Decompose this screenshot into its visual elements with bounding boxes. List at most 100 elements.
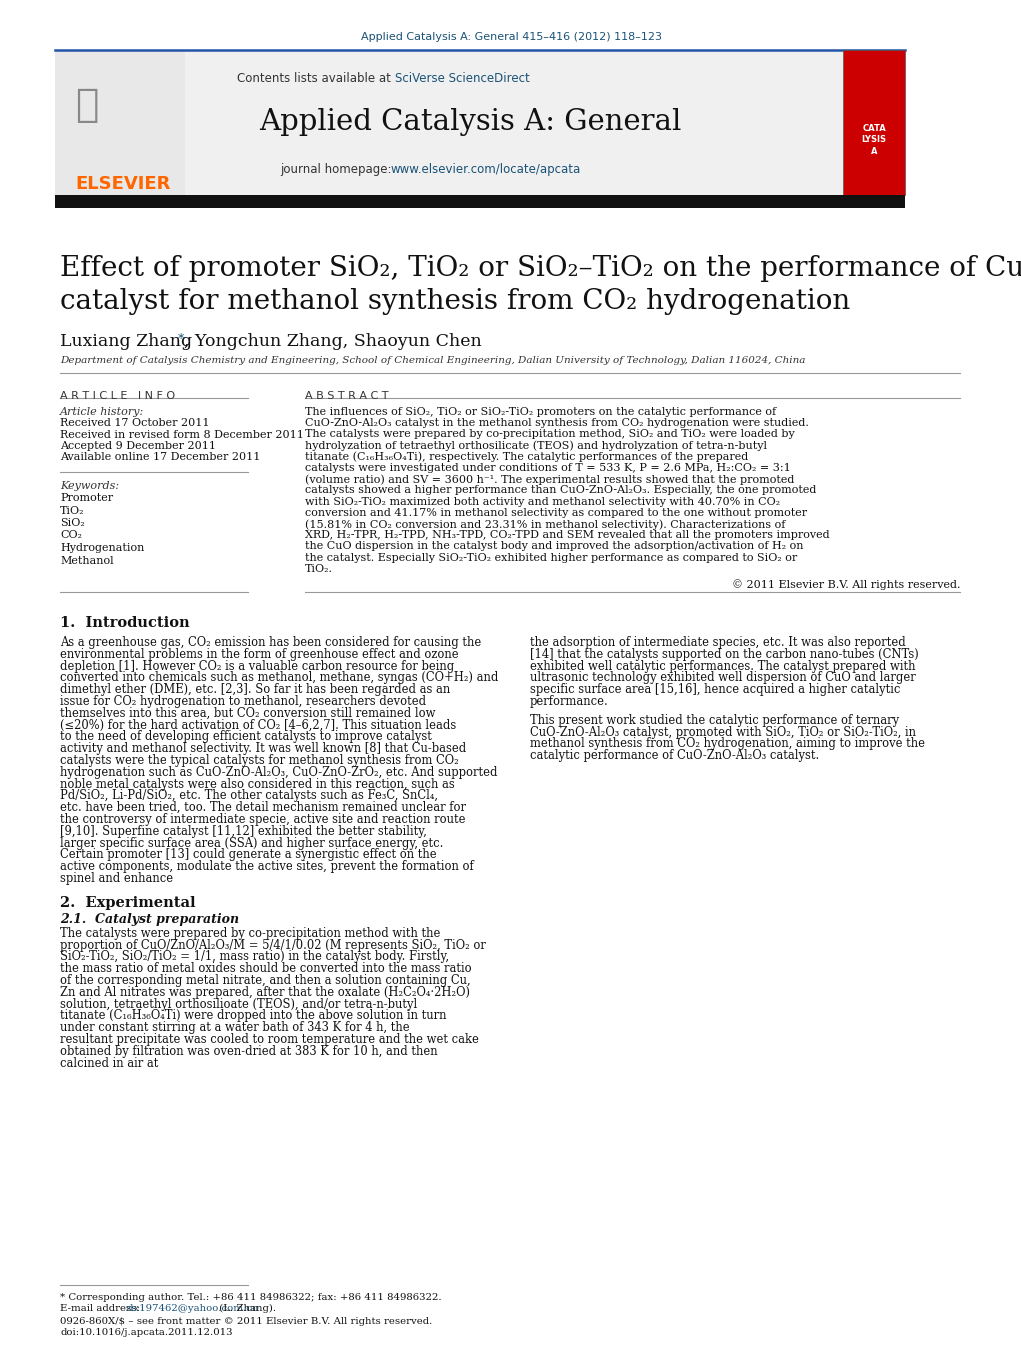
- Text: Promoter: Promoter: [60, 493, 113, 503]
- Text: Pd/SiO₂, Li-Pd/SiO₂, etc. The other catalysts such as Fe₃C, SnCl₄,: Pd/SiO₂, Li-Pd/SiO₂, etc. The other cata…: [60, 789, 438, 802]
- Bar: [55, 50, 185, 195]
- Text: (≤20%) for the hard activation of CO₂ [4–6,2,7]. This situation leads: (≤20%) for the hard activation of CO₂ [4…: [60, 719, 456, 732]
- Text: Applied Catalysis A: General: Applied Catalysis A: General: [258, 108, 681, 136]
- Text: Certain promoter [13] could generate a synergistic effect on the: Certain promoter [13] could generate a s…: [60, 848, 437, 862]
- Bar: [55, 50, 843, 195]
- Text: The catalysts were prepared by co-precipitation method with the: The catalysts were prepared by co-precip…: [60, 927, 440, 940]
- Text: CO₂: CO₂: [60, 531, 82, 540]
- Text: SciVerse ScienceDirect: SciVerse ScienceDirect: [395, 72, 530, 85]
- Text: [14] that the catalysts supported on the carbon nano-tubes (CNTs): [14] that the catalysts supported on the…: [530, 647, 919, 661]
- Text: Department of Catalysis Chemistry and Engineering, School of Chemical Engineerin: Department of Catalysis Chemistry and En…: [60, 357, 806, 365]
- Text: solution, tetraethyl orthosilioate (TEOS), and/or tetra-n-butyl: solution, tetraethyl orthosilioate (TEOS…: [60, 997, 418, 1011]
- Text: the adsorption of intermediate species, etc. It was also reported: the adsorption of intermediate species, …: [530, 636, 906, 648]
- Text: noble metal catalysts were also considered in this reaction, such as: noble metal catalysts were also consider…: [60, 778, 454, 790]
- Text: activity and methanol selectivity. It was well known [8] that Cu-based: activity and methanol selectivity. It wa…: [60, 742, 467, 755]
- Text: This present work studied the catalytic performance of ternary: This present work studied the catalytic …: [530, 713, 900, 727]
- Text: exhibited well catalytic performances. The catalyst prepared with: exhibited well catalytic performances. T…: [530, 659, 916, 673]
- Text: 0926-860X/$ – see front matter © 2011 Elsevier B.V. All rights reserved.: 0926-860X/$ – see front matter © 2011 El…: [60, 1317, 432, 1325]
- Text: The influences of SiO₂, TiO₂ or SiO₂-TiO₂ promoters on the catalytic performance: The influences of SiO₂, TiO₂ or SiO₂-TiO…: [305, 407, 776, 417]
- Text: As a greenhouse gas, CO₂ emission has been considered for causing the: As a greenhouse gas, CO₂ emission has be…: [60, 636, 481, 648]
- Text: (volume ratio) and SV = 3600 h⁻¹. The experimental results showed that the promo: (volume ratio) and SV = 3600 h⁻¹. The ex…: [305, 474, 794, 485]
- Text: (15.81% in CO₂ conversion and 23.31% in methanol selectivity). Characterizations: (15.81% in CO₂ conversion and 23.31% in …: [305, 519, 785, 530]
- Text: depletion [1]. However CO₂ is a valuable carbon resource for being: depletion [1]. However CO₂ is a valuable…: [60, 659, 454, 673]
- Text: www.elsevier.com/locate/apcata: www.elsevier.com/locate/apcata: [390, 163, 580, 176]
- Text: * Corresponding author. Tel.: +86 411 84986322; fax: +86 411 84986322.: * Corresponding author. Tel.: +86 411 84…: [60, 1293, 442, 1302]
- Text: TiO₂: TiO₂: [60, 505, 85, 516]
- Text: converted into chemicals such as methanol, methane, syngas (CO+H₂) and: converted into chemicals such as methano…: [60, 671, 498, 685]
- Text: dimethyl ether (DME), etc. [2,3]. So far it has been regarded as an: dimethyl ether (DME), etc. [2,3]. So far…: [60, 684, 450, 696]
- Text: A B S T R A C T: A B S T R A C T: [305, 390, 389, 401]
- Text: 2.1.  Catalyst preparation: 2.1. Catalyst preparation: [60, 913, 239, 925]
- Text: CuO-ZnO-Al₂O₃ catalyst in the methanol synthesis from CO₂ hydrogenation were stu: CuO-ZnO-Al₂O₃ catalyst in the methanol s…: [305, 419, 809, 428]
- Text: Hydrogenation: Hydrogenation: [60, 543, 144, 553]
- Text: the controversy of intermediate specie, active site and reaction route: the controversy of intermediate specie, …: [60, 813, 466, 825]
- Text: Zn and Al nitrates was prepared, after that the oxalate (H₂C₂O₄·2H₂O): Zn and Al nitrates was prepared, after t…: [60, 986, 470, 998]
- Text: hydrolyzation of tetraethyl orthosilicate (TEOS) and hydrolyzation of tetra-n-bu: hydrolyzation of tetraethyl orthosilicat…: [305, 440, 767, 451]
- Text: proportion of CuO/ZnO/Al₂O₃/M = 5/4/1/0.02 (M represents SiO₂, TiO₂ or: proportion of CuO/ZnO/Al₂O₃/M = 5/4/1/0.…: [60, 939, 486, 951]
- Text: CuO-ZnO-Al₂O₃ catalyst, promoted with SiO₂, TiO₂ or SiO₂-TiO₂, in: CuO-ZnO-Al₂O₃ catalyst, promoted with Si…: [530, 725, 916, 739]
- Text: to the need of developing efficient catalysts to improve catalyst: to the need of developing efficient cata…: [60, 731, 432, 743]
- Text: catalytic performance of CuO-ZnO-Al₂O₃ catalyst.: catalytic performance of CuO-ZnO-Al₂O₃ c…: [530, 750, 819, 762]
- Text: Accepted 9 December 2011: Accepted 9 December 2011: [60, 440, 216, 451]
- Text: Keywords:: Keywords:: [60, 481, 119, 490]
- Text: hydrogenation such as CuO-ZnO-Al₂O₃, CuO-ZnO-ZrO₂, etc. And supported: hydrogenation such as CuO-ZnO-Al₂O₃, CuO…: [60, 766, 497, 778]
- Text: XRD, H₂-TPR, H₂-TPD, NH₃-TPD, CO₂-TPD and SEM revealed that all the promoters im: XRD, H₂-TPR, H₂-TPD, NH₃-TPD, CO₂-TPD an…: [305, 530, 830, 540]
- Text: 1.  Introduction: 1. Introduction: [60, 616, 190, 630]
- Text: Luxiang Zhang: Luxiang Zhang: [60, 332, 192, 350]
- Text: SiO₂-TiO₂, SiO₂/TiO₂ = 1/1, mass ratio) in the catalyst body. Firstly,: SiO₂-TiO₂, SiO₂/TiO₂ = 1/1, mass ratio) …: [60, 950, 449, 963]
- Text: performance.: performance.: [530, 694, 609, 708]
- Text: etc. have been tried, too. The detail mechanism remained unclear for: etc. have been tried, too. The detail me…: [60, 801, 466, 815]
- Text: E-mail address:: E-mail address:: [60, 1304, 143, 1313]
- Text: spinel and enhance: spinel and enhance: [60, 871, 174, 885]
- Text: the CuO dispersion in the catalyst body and improved the adsorption/activation o: the CuO dispersion in the catalyst body …: [305, 542, 804, 551]
- Text: 2.  Experimental: 2. Experimental: [60, 896, 196, 909]
- Text: Applied Catalysis A: General 415–416 (2012) 118–123: Applied Catalysis A: General 415–416 (20…: [360, 32, 662, 42]
- Text: Article history:: Article history:: [60, 407, 144, 417]
- Bar: [55, 195, 905, 208]
- Text: Available online 17 December 2011: Available online 17 December 2011: [60, 453, 260, 462]
- Text: environmental problems in the form of greenhouse effect and ozone: environmental problems in the form of gr…: [60, 647, 458, 661]
- Text: ultrasonic technology exhibited well dispersion of CuO and larger: ultrasonic technology exhibited well dis…: [530, 671, 916, 685]
- Text: CATA
LYSIS
A: CATA LYSIS A: [862, 124, 886, 155]
- Text: SiO₂: SiO₂: [60, 517, 85, 528]
- Text: under constant stirring at a water bath of 343 K for 4 h, the: under constant stirring at a water bath …: [60, 1021, 409, 1035]
- Text: conversion and 41.17% in methanol selectivity as compared to the one without pro: conversion and 41.17% in methanol select…: [305, 508, 808, 517]
- Text: methanol synthesis from CO₂ hydrogenation, aiming to improve the: methanol synthesis from CO₂ hydrogenatio…: [530, 738, 925, 750]
- Text: Received in revised form 8 December 2011: Received in revised form 8 December 2011: [60, 430, 304, 439]
- Text: TiO₂.: TiO₂.: [305, 563, 333, 574]
- Text: calcined in air at: calcined in air at: [60, 1056, 158, 1070]
- Text: of the corresponding metal nitrate, and then a solution containing Cu,: of the corresponding metal nitrate, and …: [60, 974, 471, 988]
- Text: The catalysts were prepared by co-precipitation method, SiO₂ and TiO₂ were loade: The catalysts were prepared by co-precip…: [305, 430, 794, 439]
- Text: the catalyst. Especially SiO₂-TiO₂ exhibited higher performance as compared to S: the catalyst. Especially SiO₂-TiO₂ exhib…: [305, 553, 797, 562]
- Text: obtained by filtration was oven-dried at 383 K for 10 h, and then: obtained by filtration was oven-dried at…: [60, 1044, 438, 1058]
- Text: doi:10.1016/j.apcata.2011.12.013: doi:10.1016/j.apcata.2011.12.013: [60, 1328, 233, 1337]
- Text: 🌳: 🌳: [75, 86, 98, 124]
- Text: catalysts were investigated under conditions of T = 533 K, P = 2.6 MPa, H₂:CO₂ =: catalysts were investigated under condit…: [305, 463, 790, 473]
- Text: resultant precipitate was cooled to room temperature and the wet cake: resultant precipitate was cooled to room…: [60, 1034, 479, 1046]
- Text: catalyst for methanol synthesis from CO₂ hydrogenation: catalyst for methanol synthesis from CO₂…: [60, 288, 850, 315]
- Text: [9,10]. Superfine catalyst [11,12] exhibited the better stability,: [9,10]. Superfine catalyst [11,12] exhib…: [60, 825, 427, 838]
- Text: ELSEVIER: ELSEVIER: [75, 176, 171, 193]
- Text: the mass ratio of metal oxides should be converted into the mass ratio: the mass ratio of metal oxides should be…: [60, 962, 472, 975]
- Text: (L. Zhang).: (L. Zhang).: [215, 1304, 276, 1313]
- Text: catalysts were the typical catalysts for methanol synthesis from CO₂: catalysts were the typical catalysts for…: [60, 754, 458, 767]
- Text: larger specific surface area (SSA) and higher surface energy, etc.: larger specific surface area (SSA) and h…: [60, 836, 443, 850]
- Text: A R T I C L E   I N F O: A R T I C L E I N F O: [60, 390, 176, 401]
- Text: Effect of promoter SiO₂, TiO₂ or SiO₂–TiO₂ on the performance of CuO-ZnO-Al₂O₃: Effect of promoter SiO₂, TiO₂ or SiO₂–Ti…: [60, 255, 1021, 282]
- Text: with SiO₂-TiO₂ maximized both activity and methanol selectivity with 40.70% in C: with SiO₂-TiO₂ maximized both activity a…: [305, 497, 780, 507]
- Text: Received 17 October 2011: Received 17 October 2011: [60, 417, 209, 428]
- Text: zlx197462@yahoo.com.cn: zlx197462@yahoo.com.cn: [126, 1304, 259, 1313]
- Text: catalysts showed a higher performance than CuO-ZnO-Al₂O₃. Especially, the one pr: catalysts showed a higher performance th…: [305, 485, 817, 496]
- Text: specific surface area [15,16], hence acquired a higher catalytic: specific surface area [15,16], hence acq…: [530, 684, 901, 696]
- Text: Contents lists available at: Contents lists available at: [237, 72, 395, 85]
- Text: titanate (C₁₆H₃₆O₄Ti), respectively. The catalytic performances of the prepared: titanate (C₁₆H₃₆O₄Ti), respectively. The…: [305, 451, 748, 462]
- Bar: [843, 50, 905, 195]
- Text: Methanol: Methanol: [60, 555, 113, 566]
- Text: active components, modulate the active sites, prevent the formation of: active components, modulate the active s…: [60, 861, 474, 873]
- Text: titanate (C₁₆H₃₆O₄Ti) were dropped into the above solution in turn: titanate (C₁₆H₃₆O₄Ti) were dropped into …: [60, 1009, 446, 1023]
- Text: , Yongchun Zhang, Shaoyun Chen: , Yongchun Zhang, Shaoyun Chen: [184, 332, 482, 350]
- Text: © 2011 Elsevier B.V. All rights reserved.: © 2011 Elsevier B.V. All rights reserved…: [731, 580, 960, 590]
- Text: journal homepage:: journal homepage:: [280, 163, 395, 176]
- Text: *: *: [178, 332, 184, 346]
- Text: issue for CO₂ hydrogenation to methanol, researchers devoted: issue for CO₂ hydrogenation to methanol,…: [60, 694, 426, 708]
